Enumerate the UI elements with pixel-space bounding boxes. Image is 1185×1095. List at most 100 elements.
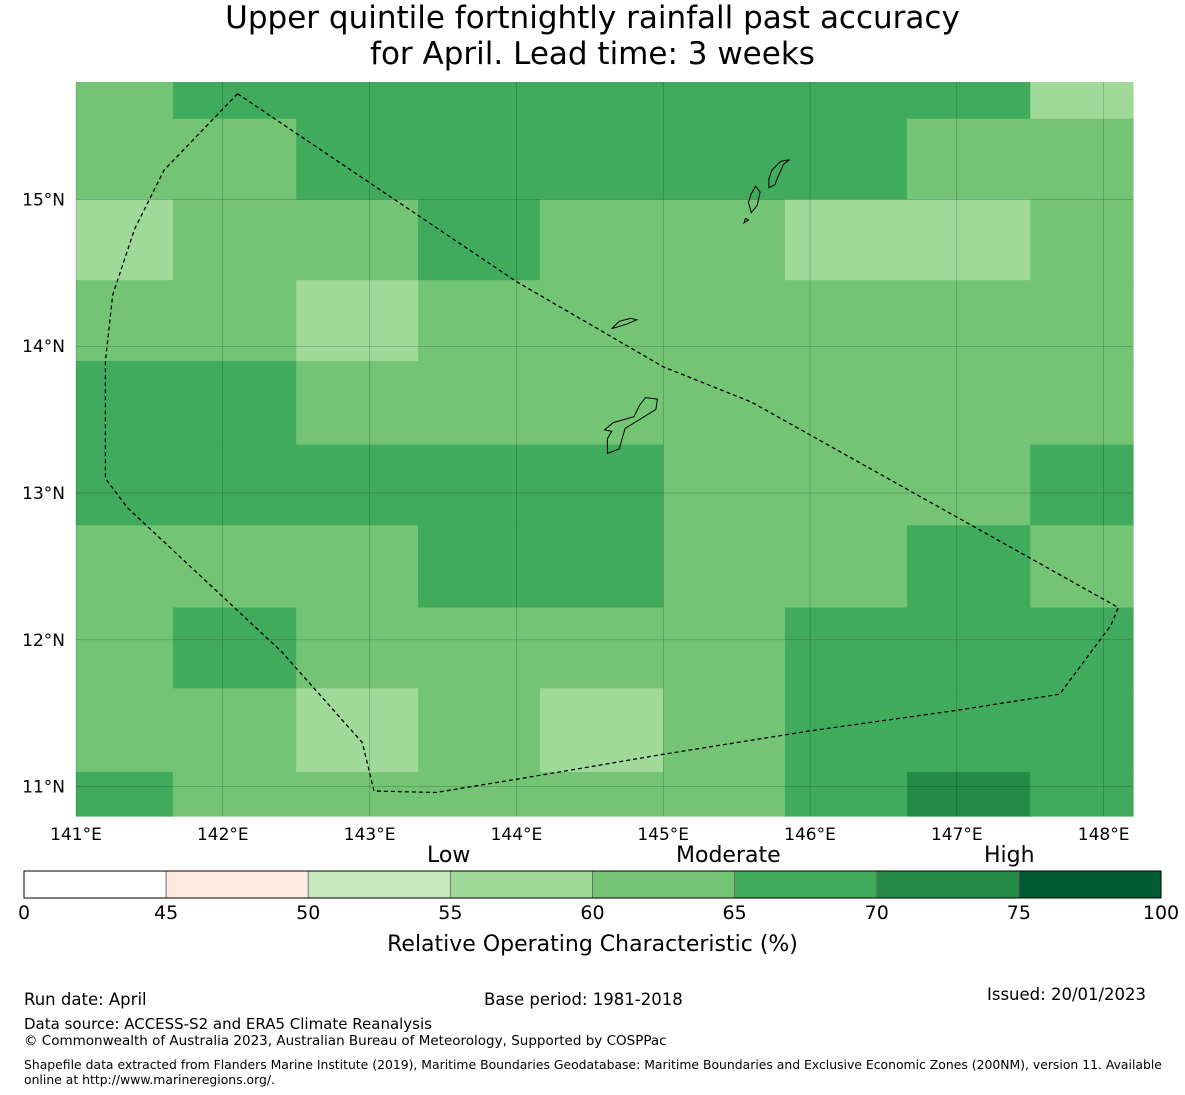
grid-cell (76, 688, 174, 773)
lon-tick-label: 145°E (637, 825, 689, 845)
colorbar-tick-label: 70 (864, 902, 889, 924)
grid-cell (1030, 444, 1134, 526)
grid-cell (296, 360, 419, 446)
grid-cell (785, 607, 908, 689)
grid-cell (663, 82, 786, 120)
colorbar-category-high: High (984, 843, 1035, 868)
colorbar-tick-label: 65 (722, 902, 747, 924)
grid-cell (418, 771, 541, 817)
graticule (75, 82, 1133, 816)
grid-cell (539, 280, 664, 362)
colorbar-tick-label: 100 (1142, 902, 1180, 924)
grid-cell (1030, 360, 1134, 446)
lat-tick-label: 13°N (22, 484, 65, 504)
grid-cell (296, 118, 419, 201)
grid-cell (906, 280, 1031, 362)
grid-cell (1030, 771, 1134, 817)
lon-tick-label: 142°E (197, 825, 249, 845)
grid-cell (539, 607, 664, 689)
grid-cell (1030, 607, 1134, 689)
data-source: Data source: ACCESS-S2 and ERA5 Climate … (24, 1015, 432, 1033)
grid-cell (1030, 118, 1134, 201)
colorbar-bin (876, 870, 1020, 899)
grid-cell (76, 525, 174, 609)
grid-cell (296, 688, 419, 773)
grid-cell (76, 82, 174, 120)
colorbar-category-moderate: Moderate (676, 843, 781, 868)
colorbar-tick-label: 55 (438, 902, 463, 924)
grid-cell (785, 525, 908, 609)
issued-date: Issued: 20/01/2023 (987, 985, 1147, 1004)
grid-cell (296, 771, 419, 817)
grid-cell (663, 118, 786, 201)
grid-cell (418, 82, 541, 120)
grid-cell (1030, 688, 1134, 773)
grid-cell (76, 444, 174, 526)
grid-cell (539, 199, 664, 281)
colorbar-label: Relative Operating Characteristic (%) (387, 932, 798, 957)
grid-cell (785, 444, 908, 526)
grid-cell (785, 360, 908, 446)
grid-cell (296, 444, 419, 526)
grid-cell (906, 525, 1031, 609)
colorbar-bin (165, 870, 309, 899)
grid-cell (906, 199, 1031, 281)
grid-cell (296, 199, 419, 281)
colorbar (23, 870, 1162, 899)
grid-cell (296, 607, 419, 689)
grid-cell (906, 771, 1031, 817)
rainfall-accuracy-grid (76, 82, 1134, 817)
grid-cell (172, 525, 297, 609)
grid-cell (418, 199, 541, 281)
colorbar-tick-label: 45 (154, 902, 179, 924)
axis-tick-labels: 141°E 142°E 143°E 144°E 145°E 146°E 147°E 148°E… (22, 190, 1129, 845)
run-date: Run date: April (24, 990, 147, 1009)
eez-boundary-line (104, 93, 1120, 794)
title-line-2: for April. Lead time: 3 weeks (370, 36, 815, 72)
grid-cell (296, 525, 419, 609)
lon-tick-label: 144°E (491, 825, 543, 845)
grid-cell (1030, 280, 1134, 362)
lat-tick-label: 15°N (22, 190, 65, 210)
grid-cell (785, 82, 908, 120)
base-period: Base period: 1981-2018 (484, 990, 683, 1009)
grid-cell (418, 360, 541, 446)
grid-cell (663, 525, 786, 609)
colorbar-bin (449, 870, 593, 899)
lat-tick-label: 14°N (22, 337, 65, 357)
shapefile-note: Shapefile data extracted from Flanders M… (24, 1057, 1162, 1087)
grid-cell (663, 199, 786, 281)
grid-cell (539, 688, 664, 773)
grid-cell (785, 118, 908, 201)
grid-cell (172, 607, 297, 689)
colorbar-bin (592, 870, 736, 899)
colorbar-bin (734, 870, 878, 899)
grid-cell (663, 607, 786, 689)
colorbar-bin (1018, 870, 1162, 899)
grid-cell (418, 688, 541, 773)
grid-cell (172, 280, 297, 362)
colorbar-category-low: Low (427, 843, 471, 868)
grid-cell (418, 118, 541, 201)
colorbar-frame (23, 870, 1162, 899)
map-title: Upper quintile fortnightly rainfall past… (0, 0, 1185, 72)
grid-cell (1030, 525, 1134, 609)
coastlines (603, 159, 790, 455)
colorbar-tick-label: 60 (580, 902, 605, 924)
grid-cell (418, 525, 541, 609)
grid-cell (296, 280, 419, 362)
grid-cell (296, 82, 419, 120)
grid-cell (906, 118, 1031, 201)
grid-cell (76, 360, 174, 446)
island-outline (768, 159, 790, 189)
grid-cell (172, 688, 297, 773)
lat-tick-label: 12°N (22, 631, 65, 651)
island-outline (611, 317, 639, 330)
colorbar-bin (23, 870, 167, 899)
island-outline (743, 217, 750, 225)
island-outline (603, 397, 658, 455)
grid-cell (785, 771, 908, 817)
lat-tick-label: 11°N (22, 778, 65, 798)
grid-cell (539, 360, 664, 446)
